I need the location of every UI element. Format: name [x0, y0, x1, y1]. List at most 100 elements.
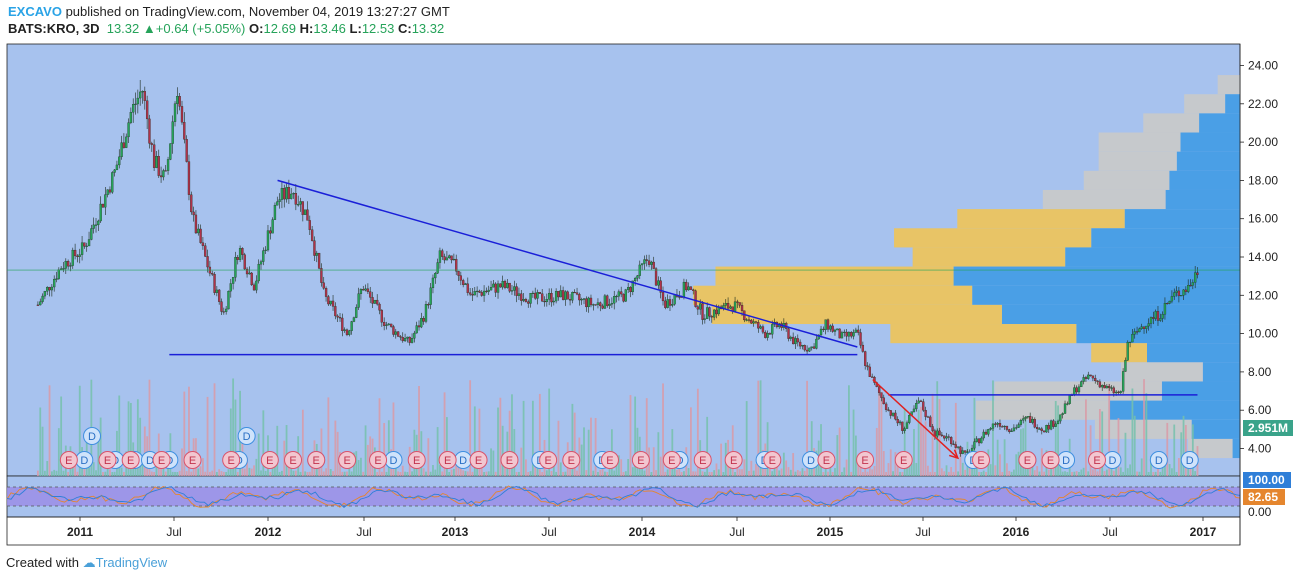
- candle-body-240: [594, 304, 597, 306]
- volume-bar-28: [102, 471, 104, 476]
- event-badge-row-38[interactable]: E: [631, 451, 650, 469]
- event-badge-row-31[interactable]: E: [407, 451, 426, 469]
- volume-bar-317: [773, 467, 776, 476]
- event-badge-row-27[interactable]: E: [284, 451, 303, 469]
- event-badges[interactable]: DDDDDDDDDDDDDDDDDDDDEEEEEEEEEEEEEEEEEEEE…: [59, 427, 1199, 469]
- candle-body-12: [64, 261, 67, 269]
- event-badge-row-45[interactable]: E: [894, 451, 913, 469]
- candle-body-273: [671, 303, 674, 306]
- candle-body-429: [1033, 419, 1036, 428]
- event-badge-row-37[interactable]: E: [600, 451, 619, 469]
- event-badge-raised-0[interactable]: D: [83, 427, 102, 445]
- vp-bar-grey-6: [1042, 189, 1166, 210]
- candle-body-389: [940, 434, 944, 436]
- event-badge-row-23[interactable]: E: [152, 451, 171, 469]
- price-axis[interactable]: 24.00 22.00 20.00 18.00 16.00 14.00 12.00 10.00…: [1240, 59, 1278, 520]
- volume-bar-115: [304, 471, 307, 476]
- candle-body-323: [787, 328, 790, 339]
- event-badge-row-39[interactable]: E: [662, 451, 681, 469]
- volume-bar-221: [550, 471, 553, 476]
- event-badge-row-25[interactable]: E: [222, 451, 241, 469]
- event-badge-row-8[interactable]: D: [454, 451, 473, 469]
- volume-bar-154: [394, 467, 397, 476]
- volume-bar-188: [473, 406, 476, 476]
- event-badge-row-21[interactable]: E: [98, 451, 117, 469]
- volume-bar-183: [462, 470, 465, 476]
- event-badge-row-49[interactable]: E: [1087, 451, 1106, 469]
- event-badge-row-0[interactable]: D: [75, 451, 94, 469]
- event-badge-row-32[interactable]: E: [438, 451, 457, 469]
- volume-bar-6: [50, 471, 53, 476]
- volume-bar-128: [334, 420, 337, 476]
- candle-body-138: [357, 293, 360, 308]
- event-badge-row-43[interactable]: E: [817, 451, 836, 469]
- event-badge-row-30[interactable]: E: [369, 451, 388, 469]
- down-arrow[interactable]: [872, 379, 960, 460]
- event-badge-row-36[interactable]: E: [562, 451, 581, 469]
- event-badge-row-28[interactable]: E: [307, 451, 326, 469]
- event-badge-row-44[interactable]: E: [856, 451, 875, 469]
- volume-bar-448: [1078, 471, 1080, 476]
- event-badge-row-29[interactable]: E: [338, 451, 357, 469]
- trendlines[interactable]: [169, 179, 1198, 396]
- volume-bar-401: [968, 464, 971, 476]
- volume-bar-22: [88, 467, 90, 476]
- event-badge-row-35[interactable]: E: [539, 451, 558, 469]
- event-badge-row-18[interactable]: D: [1149, 451, 1168, 469]
- event-badge-row-26[interactable]: E: [260, 451, 279, 469]
- tradingview-brand[interactable]: TradingView: [95, 555, 168, 570]
- event-badge-row-20[interactable]: E: [59, 451, 78, 469]
- candle-body-16: [73, 249, 77, 257]
- candle-body-22: [87, 239, 91, 247]
- volume-bar-477: [1145, 393, 1148, 476]
- volume-bar-471: [1131, 388, 1134, 476]
- volume-bar-85: [234, 399, 237, 476]
- volume-bar-236: [585, 470, 588, 476]
- volume-bar-491: [1177, 457, 1180, 476]
- volume-bar-235: [583, 427, 585, 476]
- event-badge-row-40[interactable]: E: [693, 451, 712, 469]
- badge-letter: E: [823, 455, 830, 467]
- event-badge-row-22[interactable]: E: [121, 451, 140, 469]
- event-badge-row-17[interactable]: D: [1103, 451, 1122, 469]
- time-axis[interactable]: 2011 Jul 2012 Jul 2013 Jul 2014 Jul 2015 Jul 2016 J…: [67, 517, 1217, 539]
- event-badge-row-16[interactable]: D: [1057, 451, 1076, 469]
- candle-body-191: [480, 292, 483, 296]
- price-chart[interactable]: DDDDDDDDDDDDDDDDDDDDEEEEEEEEEEEEEEEEEEEE…: [0, 0, 1304, 550]
- event-badge-row-24[interactable]: E: [183, 451, 202, 469]
- candle-body-483: [1159, 318, 1162, 321]
- candle-body-440: [1059, 414, 1062, 422]
- candle-body-351: [852, 332, 855, 337]
- candle-body-156: [399, 336, 402, 338]
- event-badge-row-13[interactable]: D: [801, 451, 820, 469]
- volume-bar-492: [1180, 432, 1183, 476]
- event-badge-row-46[interactable]: E: [972, 451, 991, 469]
- candle-body-140: [362, 289, 365, 291]
- event-badge-row-7[interactable]: D: [384, 451, 403, 469]
- event-badge-row-41[interactable]: E: [724, 451, 743, 469]
- event-badge-row-33[interactable]: E: [469, 451, 488, 469]
- event-badge-row-42[interactable]: E: [763, 451, 782, 469]
- event-badge-row-19[interactable]: D: [1180, 451, 1199, 469]
- volume-bar-283: [694, 471, 697, 476]
- volume-bar-168: [427, 438, 430, 476]
- y-tick-label-8: 8.00: [1248, 365, 1272, 379]
- event-badge-row-48[interactable]: E: [1041, 451, 1060, 469]
- volume-bar-495: [1187, 468, 1190, 476]
- candle-body-58: [171, 121, 174, 144]
- x-tick-label-11: Jul: [1102, 525, 1117, 539]
- event-badge-row-47[interactable]: E: [1018, 451, 1037, 469]
- volume-bar-320: [780, 468, 783, 476]
- candle-body-490: [1175, 290, 1178, 293]
- candle-body-258: [636, 275, 639, 279]
- volume-bar-460: [1105, 469, 1108, 476]
- event-badge-row-34[interactable]: E: [500, 451, 519, 469]
- publisher-name[interactable]: EXCAVO: [8, 4, 62, 19]
- candle-body-159: [406, 336, 409, 339]
- candle-body-56: [166, 159, 170, 171]
- event-badge-raised-1[interactable]: D: [237, 427, 256, 445]
- candle-body-392: [947, 436, 950, 438]
- candle-body-478: [1147, 323, 1150, 327]
- candle-body-53: [159, 175, 163, 178]
- candle-body-267: [657, 280, 660, 286]
